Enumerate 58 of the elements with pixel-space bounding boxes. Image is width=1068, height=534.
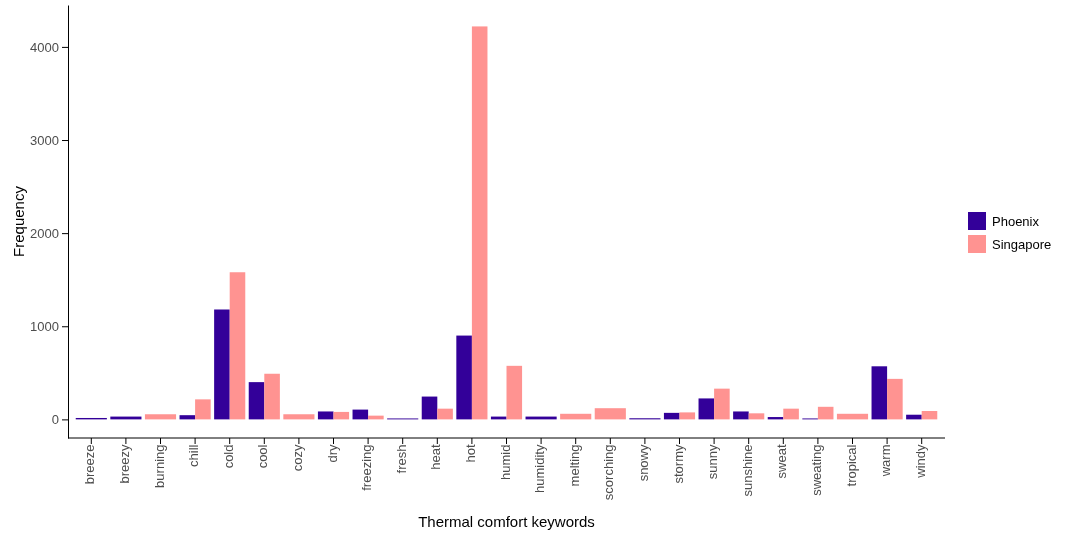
bar	[871, 366, 888, 420]
bar	[748, 413, 765, 420]
x-tick-label: burning	[151, 444, 167, 488]
legend-label: Singapore	[992, 237, 1052, 252]
bar	[714, 388, 730, 420]
bar	[471, 26, 488, 420]
bar	[663, 412, 680, 420]
bar	[887, 378, 903, 420]
x-tick-label: freezing	[359, 444, 375, 491]
bar	[506, 365, 523, 420]
bar	[817, 406, 834, 420]
x-tick-label: sweating	[809, 444, 825, 496]
bar	[679, 412, 696, 420]
bar	[179, 415, 196, 420]
x-tick-label: breeze	[82, 444, 98, 485]
x-tick-label: melting	[566, 444, 582, 487]
x-tick-label: humid	[497, 444, 513, 480]
x-tick-label: humidity	[532, 444, 548, 493]
bar	[229, 272, 246, 420]
bar	[264, 373, 280, 420]
bar	[195, 399, 211, 420]
x-axis-title: Thermal comfort keywords	[418, 513, 595, 530]
bar	[456, 335, 472, 420]
y-axis-title: Frequency	[10, 185, 27, 257]
x-tick-label: hot	[463, 444, 479, 463]
bar	[248, 382, 265, 420]
x-tick-label: stormy	[670, 444, 686, 484]
x-tick-label: sweat	[774, 444, 790, 479]
bar	[698, 398, 715, 420]
x-tick-label: sunny	[705, 444, 721, 480]
y-tick-label: 3000	[30, 132, 59, 148]
legend-label: Phoenix	[992, 214, 1040, 229]
x-tick-label: windy	[912, 444, 928, 479]
bar	[783, 408, 799, 420]
x-tick-label: snowy	[636, 444, 652, 482]
y-tick-label: 4000	[30, 39, 59, 55]
x-tick-label: fresh	[393, 444, 409, 474]
bar	[333, 411, 350, 420]
bar	[733, 411, 749, 420]
x-tick-label: heat	[428, 444, 444, 470]
x-tick-label: cozy	[290, 444, 306, 472]
bar	[921, 411, 938, 420]
x-tick-label: cold	[220, 444, 236, 469]
x-tick-label: tropical	[843, 444, 859, 487]
bar	[317, 411, 334, 420]
x-tick-label: cool	[255, 444, 271, 469]
bar	[214, 309, 230, 420]
x-tick-label: warm	[878, 444, 894, 478]
x-tick-label: scorching	[601, 444, 617, 501]
bar	[421, 396, 438, 420]
y-tick-label: 1000	[30, 318, 59, 334]
y-tick-label: 2000	[30, 225, 59, 241]
bar	[437, 408, 453, 420]
x-tick-label: chill	[186, 444, 202, 467]
x-tick-label: dry	[324, 444, 340, 463]
y-tick-label: 0	[51, 412, 59, 428]
x-tick-label: sunshine	[739, 444, 755, 497]
x-tick-label: breezy	[117, 444, 133, 484]
